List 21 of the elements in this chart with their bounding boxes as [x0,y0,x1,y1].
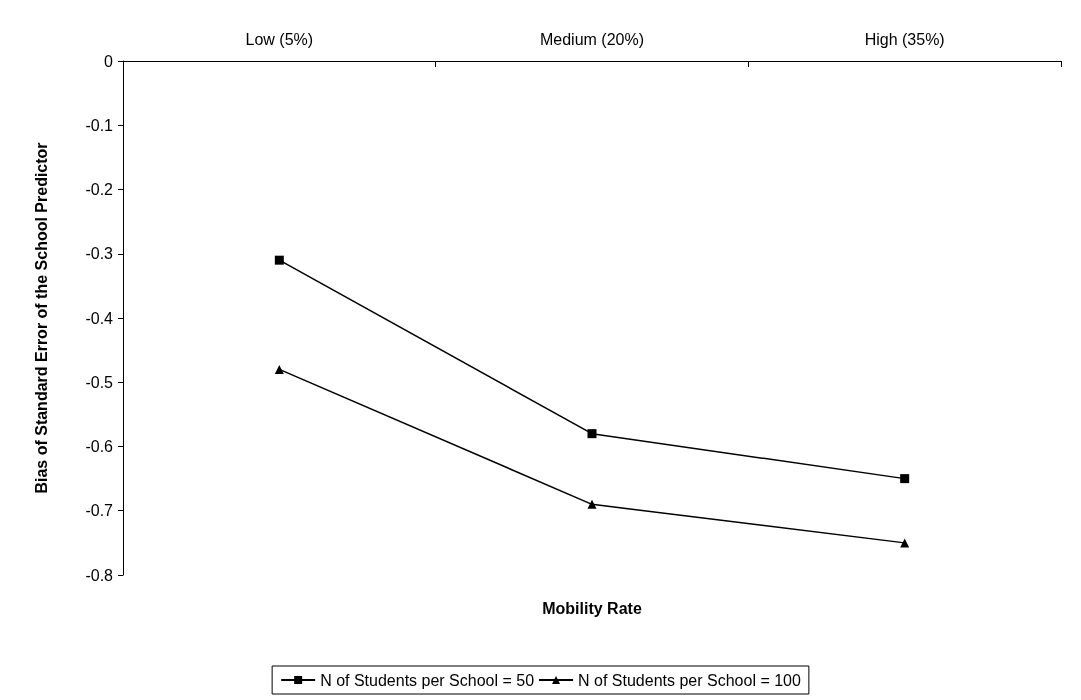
y-tick-label: -0.8 [85,566,114,584]
y-tick-label: -0.4 [85,309,114,327]
x-tick-label: Medium (20%) [539,30,645,48]
y-axis-title: Bias of Standard Error of the School Predictor [32,142,50,494]
point [587,429,597,439]
point [274,255,284,265]
y-tick-label: -0.6 [85,438,114,455]
y-tick-label: -0.7 [85,502,114,520]
point [274,364,284,374]
y-tick-label: -0.5 [85,373,114,391]
x-tick-label: High (35%) [864,30,945,48]
legend-label: N of Students per School = 50 [320,671,535,689]
legend-label: N of Students per School = 100 [578,671,801,689]
y-tick-label: 0 [104,52,114,70]
x-axis-title: Mobility Rate [542,599,642,617]
point [900,474,910,484]
y-tick-label: -0.2 [85,181,114,198]
y-tick-label: -0.3 [85,245,114,263]
x-tick-label: Low (5%) [245,30,314,48]
point [587,499,597,509]
y-tick-label: -0.1 [85,116,114,134]
